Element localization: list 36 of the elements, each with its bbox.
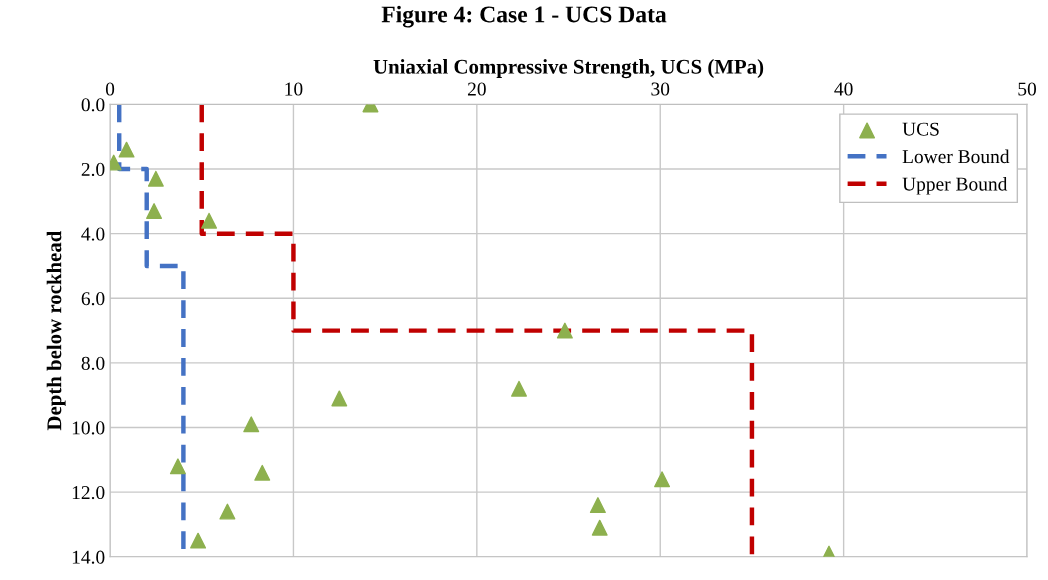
point [147,170,164,187]
y-tick-label: 4.0 [81,227,105,241]
y-tick-label: 14.0 [72,550,105,564]
y-tick-label: 8.0 [81,356,105,370]
chart-title: Figure 4: Case 1 - UCS Data [381,5,667,28]
x-tick-label: 10 [285,82,303,96]
point [589,497,606,514]
legend-label: Upper Bound [902,176,1008,195]
y-tick-label: 0.0 [81,98,105,112]
line-series [199,104,755,557]
legend-label: UCS [902,122,939,136]
y-tick-label: 12.0 [72,485,105,500]
point [146,203,163,220]
y-tick-label: 6.0 [81,292,105,306]
y-tick-label: 10.0 [72,421,105,435]
point [118,141,135,158]
point [654,471,671,488]
legend-label: Lower Bound [902,149,1010,164]
x-tick-label: 40 [834,82,853,96]
point [556,322,573,339]
y-tick-label: 2.0 [81,162,105,177]
point [254,464,271,481]
x-tick-label: 50 [1018,82,1037,96]
point [591,519,608,536]
x-axis-title: Uniaxial Compressive Strength, UCS (MPa) [373,59,764,79]
point [190,532,207,549]
point [243,416,260,433]
point [511,380,528,397]
x-tick-label: 0 [105,82,115,96]
point [219,503,236,520]
point [201,212,218,229]
point [169,458,186,475]
x-tick-label: 20 [467,82,486,96]
point [331,390,348,407]
x-tick-label: 30 [651,82,670,96]
y-axis-title: Depth below rockhead [46,230,66,431]
